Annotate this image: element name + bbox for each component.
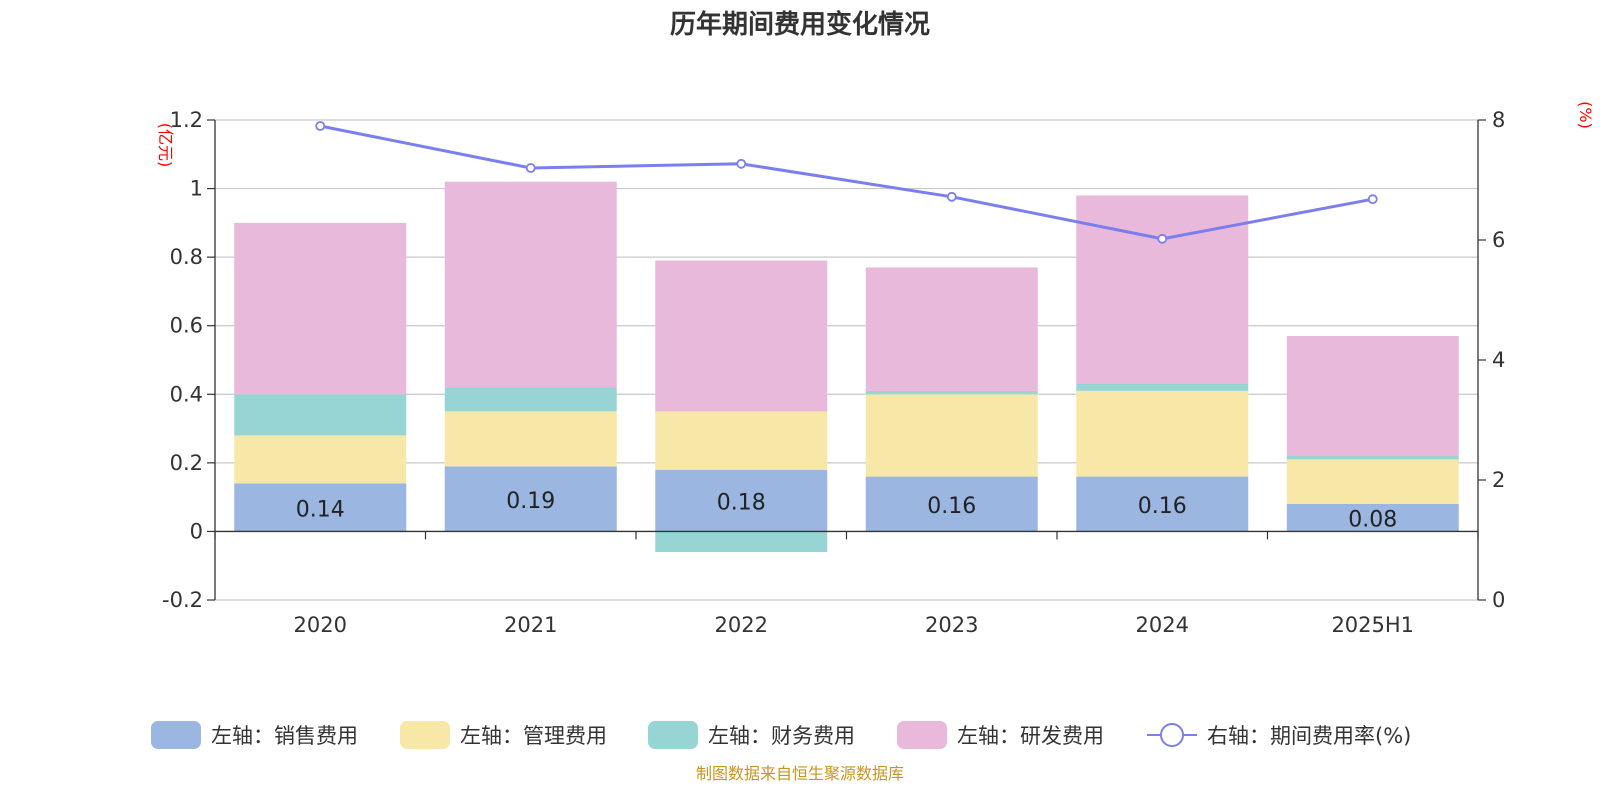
bar-admin <box>865 394 1038 477</box>
legend-label-sales: 左轴：销售费用 <box>211 724 358 748</box>
bar-admin <box>655 411 828 470</box>
bar-admin <box>1286 459 1459 504</box>
bar-rd <box>444 181 617 388</box>
source-note: 制图数据来自恒生聚源数据库 <box>696 764 904 783</box>
left-tick-label: 1 <box>190 177 203 201</box>
bar-sales <box>444 466 617 532</box>
right-tick-label: 8 <box>1492 108 1505 132</box>
sales-value-label: 0.18 <box>717 491 766 516</box>
legend-swatch-rd <box>897 721 947 749</box>
bar-rd <box>1076 195 1249 384</box>
bar-rd <box>234 222 407 395</box>
bar-finance <box>865 390 1038 395</box>
rate-point <box>525 163 536 173</box>
right-tick-label: 6 <box>1492 228 1505 252</box>
sales-value-label: 0.16 <box>927 494 976 519</box>
bar-finance <box>444 387 617 412</box>
rate-point <box>315 121 326 131</box>
bar-finance <box>234 394 407 436</box>
rate-point <box>1367 194 1378 205</box>
axes: -0.2 0 0.2 0.4 0.6 0.8 1 1.2 0 2 4 6 8 2020 2021 2022 20… <box>162 108 1505 637</box>
bar-admin <box>234 435 407 484</box>
bar-rd <box>865 267 1038 391</box>
left-tick-label: 0.8 <box>170 245 203 269</box>
bar-rd <box>655 260 828 412</box>
bar-finance <box>1286 456 1459 460</box>
legend-label-rate: 右轴：期间费用率(%) <box>1207 724 1411 748</box>
rate-line <box>315 121 1378 244</box>
legend-label-admin: 左轴：管理费用 <box>460 724 607 748</box>
chart-title: 历年期间费用变化情况 <box>670 9 930 40</box>
x-tick-label: 2020 <box>294 613 347 637</box>
left-tick-label: -0.2 <box>162 588 203 612</box>
bar-sales <box>655 469 828 532</box>
sales-value-label: 0.19 <box>506 489 555 514</box>
bar-finance <box>1076 384 1249 391</box>
right-tick-label: 0 <box>1492 588 1505 612</box>
left-tick-label: 0.6 <box>170 314 203 338</box>
bar-admin <box>1076 390 1249 477</box>
legend: 左轴：销售费用 左轴：管理费用 左轴：财务费用 左轴：研发费用 右轴：期间费用率(%) <box>151 721 1411 749</box>
right-tick-label: 2 <box>1492 468 1505 492</box>
bar-admin <box>444 411 617 467</box>
bar-rd <box>1286 336 1459 456</box>
x-tick-label: 2024 <box>1136 613 1189 637</box>
legend-swatch-admin <box>400 721 450 749</box>
right-tick-label: 4 <box>1492 348 1505 372</box>
bar-sales <box>865 476 1038 532</box>
x-tick-label: 2023 <box>925 613 978 637</box>
sales-value-label: 0.16 <box>1138 494 1187 519</box>
legend-label-rd: 左轴：研发费用 <box>957 724 1104 748</box>
rate-point <box>736 158 747 169</box>
right-axis-unit: (%) <box>1576 101 1595 129</box>
rate-polyline <box>319 124 1374 241</box>
sales-value-label: 0.14 <box>296 497 345 522</box>
grid-lines <box>215 119 1478 601</box>
x-tick-label: 2025H1 <box>1331 613 1414 637</box>
left-tick-label: 1.2 <box>170 108 203 132</box>
left-tick-label: 0.4 <box>170 382 203 406</box>
bar-sales <box>1286 504 1459 532</box>
data-labels: 0.14 0.19 0.18 0.16 0.16 0.08 <box>296 489 1397 533</box>
legend-marker-rate <box>1160 723 1184 747</box>
rate-point <box>1157 233 1168 244</box>
bars <box>234 181 1459 552</box>
legend-label-finance: 左轴：财务费用 <box>708 724 855 748</box>
x-tick-label: 2021 <box>504 613 557 637</box>
bar-finance <box>655 531 828 552</box>
rate-point <box>946 191 957 202</box>
left-tick-label: 0 <box>190 519 203 543</box>
sales-value-label: 0.08 <box>1348 508 1397 533</box>
left-axis-unit: (亿元) <box>156 123 175 168</box>
x-tick-label: 2022 <box>715 613 768 637</box>
bar-sales <box>234 483 407 532</box>
legend-swatch-sales <box>151 721 201 749</box>
left-tick-label: 0.2 <box>170 451 203 475</box>
legend-swatch-finance <box>648 721 698 749</box>
bar-sales <box>1076 476 1249 532</box>
